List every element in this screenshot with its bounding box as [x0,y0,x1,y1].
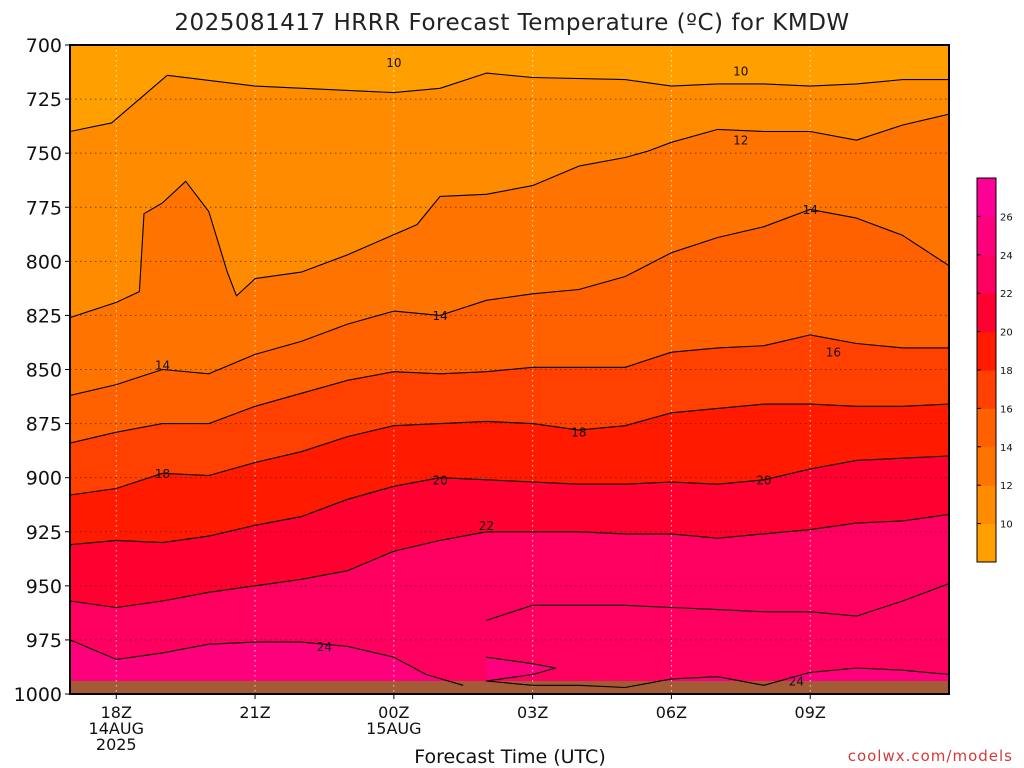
y-tick-label-975: 975 [26,630,62,652]
y-tick-label-800: 800 [26,251,62,273]
isotherm-label-24: 24 [317,640,332,654]
colorbar-swatch-14 [977,408,996,448]
isotherm-label-10: 10 [733,64,748,78]
colorbar-swatch-16 [977,370,996,409]
isotherm-10 [70,72,949,133]
x-tick-label-18Z: 18Z [101,703,132,722]
colorbar-swatch-20 [977,293,996,333]
y-tick-label-850: 850 [26,360,62,382]
colorbar-label-20: 20 [1000,328,1013,339]
band-fill-above-22 [486,583,949,694]
y-tick-label-700: 700 [26,35,62,57]
surface-strip [70,681,949,694]
x-tick-label-14AUG: 14AUG [89,719,144,738]
temperature-bands [70,45,949,694]
colorbar-swatch-18 [977,331,996,371]
colorbar-label-14: 14 [1000,443,1013,454]
isotherm-label-20: 20 [756,473,771,487]
y-tick-label-950: 950 [26,576,62,598]
y-tick-label-1000: 1000 [14,684,62,706]
colorbar-legend: 10 12 14 16 18 20 22 24 26 [976,177,1013,563]
y-tick-label-725: 725 [26,89,62,111]
colorbar-label-12: 12 [1000,481,1013,492]
isotherm-label-22: 22 [479,519,494,533]
isotherm-18 [70,403,949,496]
isotherm-label-14: 14 [432,309,447,323]
colorbar-swatch-12 [977,446,996,486]
isotherm-labels: 10 10 12 14 14 14 16 18 18 20 20 22 24 24 [155,56,841,689]
colorbar-label-22: 22 [1000,289,1013,300]
isotherm-label-18: 18 [155,467,170,481]
y-tick-label-750: 750 [26,143,62,165]
surface-ground-strip [70,681,949,694]
x-axis-label: Forecast Time (UTC) [414,746,605,768]
isotherm-label-14: 14 [155,359,170,373]
colorbar-label-16: 16 [1000,404,1013,415]
colorbar-swatch-22 [977,254,996,294]
x-tick-label-09Z: 09Z [795,703,826,722]
isotherm-20 [70,455,949,546]
colorbar-label-24: 24 [1000,251,1013,262]
y-tick-label-825: 825 [26,305,62,327]
y-tick-label-875: 875 [26,414,62,436]
isotherm-label-16: 16 [826,346,841,360]
isotherm-12 [70,113,949,319]
isotherm-22 [486,583,949,621]
colorbar-label-18: 18 [1000,366,1013,377]
isotherm-24 [485,656,949,689]
colorbar-swatch-24 [977,216,996,256]
isotherm-24 [70,639,464,686]
x-tick-label-2025: 2025 [96,735,137,754]
credit-text: coolwx.com/models [848,747,1013,765]
isotherm-lines [70,72,949,689]
isotherm-14 [70,208,949,397]
isotherm-22 [70,513,949,609]
isotherm-label-12: 12 [733,134,748,148]
colorbar-label-26: 26 [1000,212,1013,223]
isotherm-label-20: 20 [432,473,447,487]
y-tick-label-775: 775 [26,197,62,219]
colorbar-label-10: 10 [1000,520,1013,531]
band-fill-above-24 [70,639,464,694]
x-tick-label-21Z: 21Z [239,703,270,722]
x-tick-label-00Z: 00Z [378,703,409,722]
isotherm-label-24: 24 [789,675,804,689]
x-tick-label-15AUG: 15AUG [366,719,421,738]
y-tick-label-925: 925 [26,522,62,544]
colorbar-swatch-26 [977,178,996,217]
colorbar-swatch-10 [977,485,996,525]
colorbar-swatch-8 [977,523,996,563]
x-tick-label-03Z: 03Z [517,703,548,722]
isotherm-label-10: 10 [386,56,401,70]
chart-title: 2025081417 HRRR Forecast Temperature (ºC… [174,10,849,36]
y-tick-label-900: 900 [26,468,62,490]
isotherm-label-14: 14 [803,203,818,217]
y-axis-pressure-levels: 700 725 750 775 800 825 850 875 900 925 950 975 1000 [14,35,70,706]
isotherm-label-18: 18 [571,426,586,440]
x-tick-label-06Z: 06Z [656,703,687,722]
isotherm-16 [70,334,949,444]
